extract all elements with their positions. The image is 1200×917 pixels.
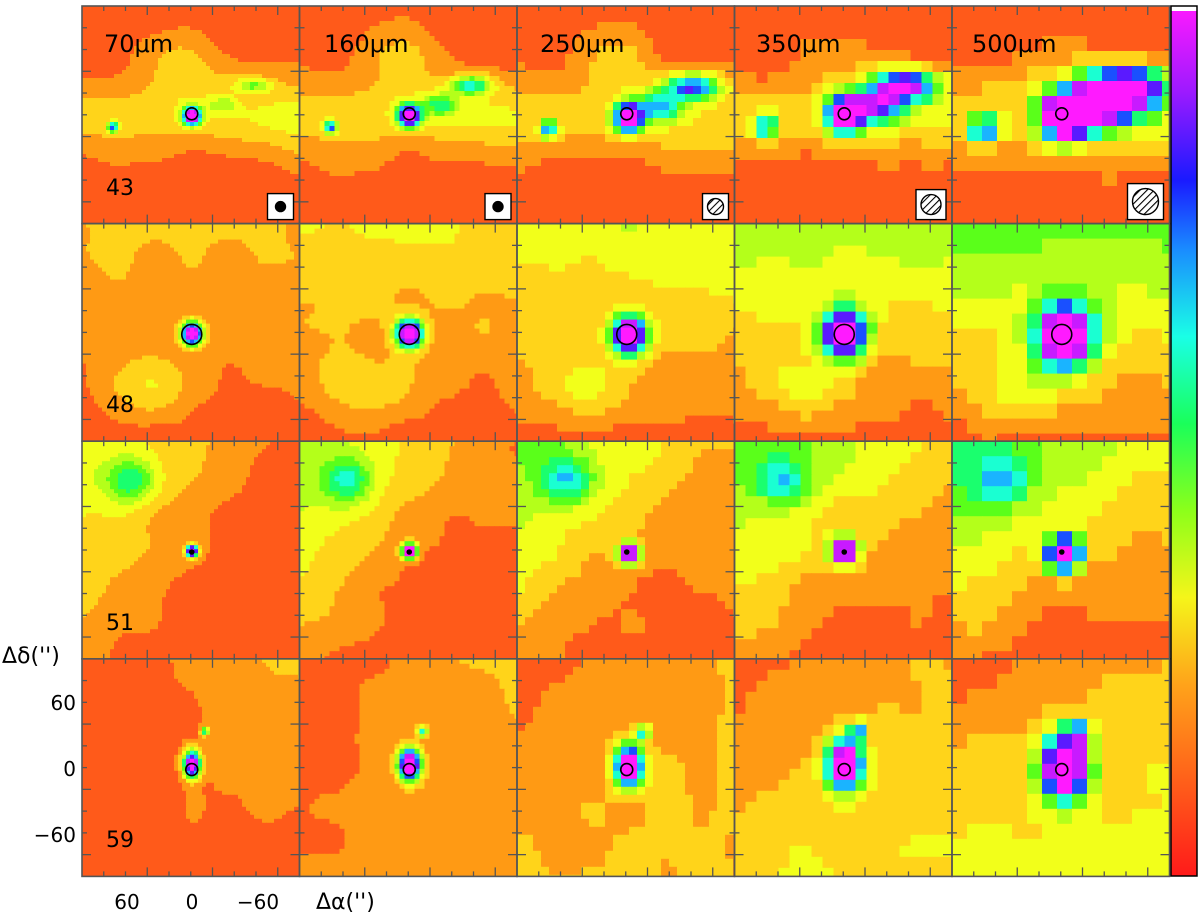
source-label-48: 48	[106, 393, 134, 418]
source-marker	[1060, 550, 1064, 554]
beam-size-icon	[916, 190, 946, 220]
source-label-51: 51	[106, 611, 134, 636]
y-axis-label: Δδ('')	[2, 644, 60, 669]
beam-size-icon	[485, 194, 511, 220]
colorbar	[1171, 6, 1197, 876]
y-tick-minus60: −60	[34, 823, 76, 847]
beam-size-icon	[1128, 184, 1164, 220]
x-axis-label: Δα('')	[316, 890, 375, 915]
source-label-43: 43	[106, 176, 134, 201]
y-tick-0: 0	[63, 757, 76, 781]
wavelength-label-500: 500μm	[972, 30, 1056, 58]
x-tick-60: 60	[114, 890, 139, 914]
x-tick-0: 0	[186, 890, 199, 914]
source-marker	[190, 550, 194, 554]
wavelength-label-160: 160μm	[324, 30, 408, 58]
map-panel-59-3	[735, 659, 953, 877]
source-marker	[625, 550, 629, 554]
map-panel-48-4	[952, 224, 1170, 442]
x-tick-minus60: −60	[237, 890, 279, 914]
wavelength-label-70: 70μm	[104, 30, 173, 58]
map-panel-48-3	[735, 224, 953, 442]
map-panel-48-1	[300, 224, 518, 442]
y-tick-60: 60	[51, 691, 76, 715]
map-panel-59-2	[517, 659, 735, 877]
beam-size-icon	[703, 194, 729, 220]
source-marker	[842, 550, 846, 554]
map-panel-48-2	[517, 224, 735, 442]
source-marker	[407, 550, 411, 554]
wavelength-label-250: 250μm	[540, 30, 624, 58]
source-label-59: 59	[106, 828, 134, 853]
map-panel-59-4	[952, 659, 1170, 877]
map-panel-59-1	[300, 659, 518, 877]
beam-size-icon	[268, 194, 294, 220]
wavelength-label-350: 350μm	[756, 30, 840, 58]
